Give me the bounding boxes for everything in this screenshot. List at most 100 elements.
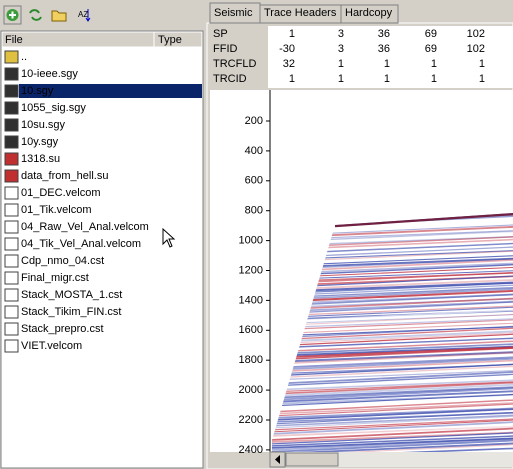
reflector [272,340,513,353]
reflector [272,365,513,379]
header-value: 1 [384,58,390,70]
reflector [272,355,513,367]
reflector [272,339,513,351]
plus [9,11,16,19]
header-value: 69 [425,43,437,55]
file-icon [4,118,19,132]
file-icon [4,288,19,302]
header-value: 102 [467,43,485,55]
file-name[interactable]: Stack_MOSTA_1.cst [21,289,122,301]
reflector [272,318,513,329]
reflector [272,381,513,393]
column-title: File [5,34,23,46]
file-name[interactable]: 10-ieee.sgy [21,68,78,80]
file-name[interactable]: Stack_prepro.cst [21,323,104,335]
reflector [272,370,513,381]
file-icon [4,305,19,319]
reflector [272,322,513,335]
reflector [272,414,513,427]
header-value: 102 [467,28,485,40]
reflector [272,419,513,433]
reflector [272,390,513,403]
header-value: 69 [425,28,437,40]
reflector [272,325,513,339]
reflector [272,387,513,401]
reflector [272,351,513,363]
file-name[interactable]: 10su.sgy [21,119,66,131]
file-name[interactable]: .. [21,51,27,63]
file-icon [4,186,19,200]
reflector [272,337,513,349]
reflector [272,386,513,399]
file-name[interactable]: 1318.su [21,153,60,165]
reflector [272,371,513,385]
reflector [272,345,513,357]
reflector [272,343,513,355]
reflector [272,319,513,331]
selected-row [19,84,202,98]
refresh-icon [29,9,42,21]
file-name[interactable]: 10y.sgy [21,136,59,148]
reflector [272,309,513,323]
reflector [272,320,513,333]
file-name[interactable]: 01_DEC.velcom [21,187,100,199]
depth-label: 1000 [239,235,263,247]
reflector [272,444,513,452]
reflector [272,407,513,419]
depth-label: 800 [245,205,263,217]
file-icon [4,322,19,336]
file-name[interactable]: Cdp_nmo_04.cst [21,255,104,267]
reflector [272,442,513,452]
file-name[interactable]: 01_Tik.velcom [21,204,92,216]
file-name[interactable]: 1055_sig.sgy [21,102,86,114]
header-value: 1 [384,73,390,85]
file-icon [4,152,19,166]
file-icon [4,84,19,98]
depth-label: 2200 [239,414,263,426]
tab-label: Trace Headers [264,7,337,19]
file-name[interactable]: 10.sgy [21,85,54,97]
reflector [272,439,513,452]
reflector [272,314,513,325]
file-name[interactable]: 04_Raw_Vel_Anal.velcom [21,221,149,233]
reflector [272,402,513,415]
file-name[interactable]: Final_migr.cst [21,272,89,284]
header-name: TRCFLD [213,58,256,70]
sort-button[interactable] [73,6,90,24]
column-header[interactable] [153,31,203,48]
reflector [272,301,513,315]
reflector [272,393,513,407]
file-icon [4,339,19,353]
reflector [272,425,513,439]
file-list [0,30,204,469]
sort-icon: AZ [78,10,88,19]
depth-label: 2400 [239,444,263,456]
reflector [272,399,513,413]
scroll-thumb[interactable] [285,452,339,467]
depth-label: 400 [245,145,263,157]
file-name[interactable]: Stack_Tikim_FIN.cst [21,306,121,318]
reflector [272,381,513,395]
reflector [272,332,513,345]
tab[interactable] [340,4,399,24]
reflector [272,408,513,421]
depth-label: 1600 [239,324,263,336]
file-name[interactable]: VIET.velcom [21,340,82,352]
reflector [272,435,513,447]
column-header[interactable] [1,31,155,48]
header-value: 32 [283,58,295,70]
folder-icon [51,10,67,22]
refresh-button[interactable] [27,6,44,24]
reflector [272,306,513,319]
depth-label: 200 [245,115,263,127]
file-icon [4,271,19,285]
reflector [272,373,513,387]
reflector [272,333,513,347]
depth-label: 1800 [239,354,263,366]
reflector [272,305,513,317]
file-name[interactable]: 04_Tik_Vel_Anal.velcom [21,238,141,250]
file-name[interactable]: data_from_hell.su [21,170,108,182]
reflector [272,313,513,327]
reflector [272,327,513,341]
